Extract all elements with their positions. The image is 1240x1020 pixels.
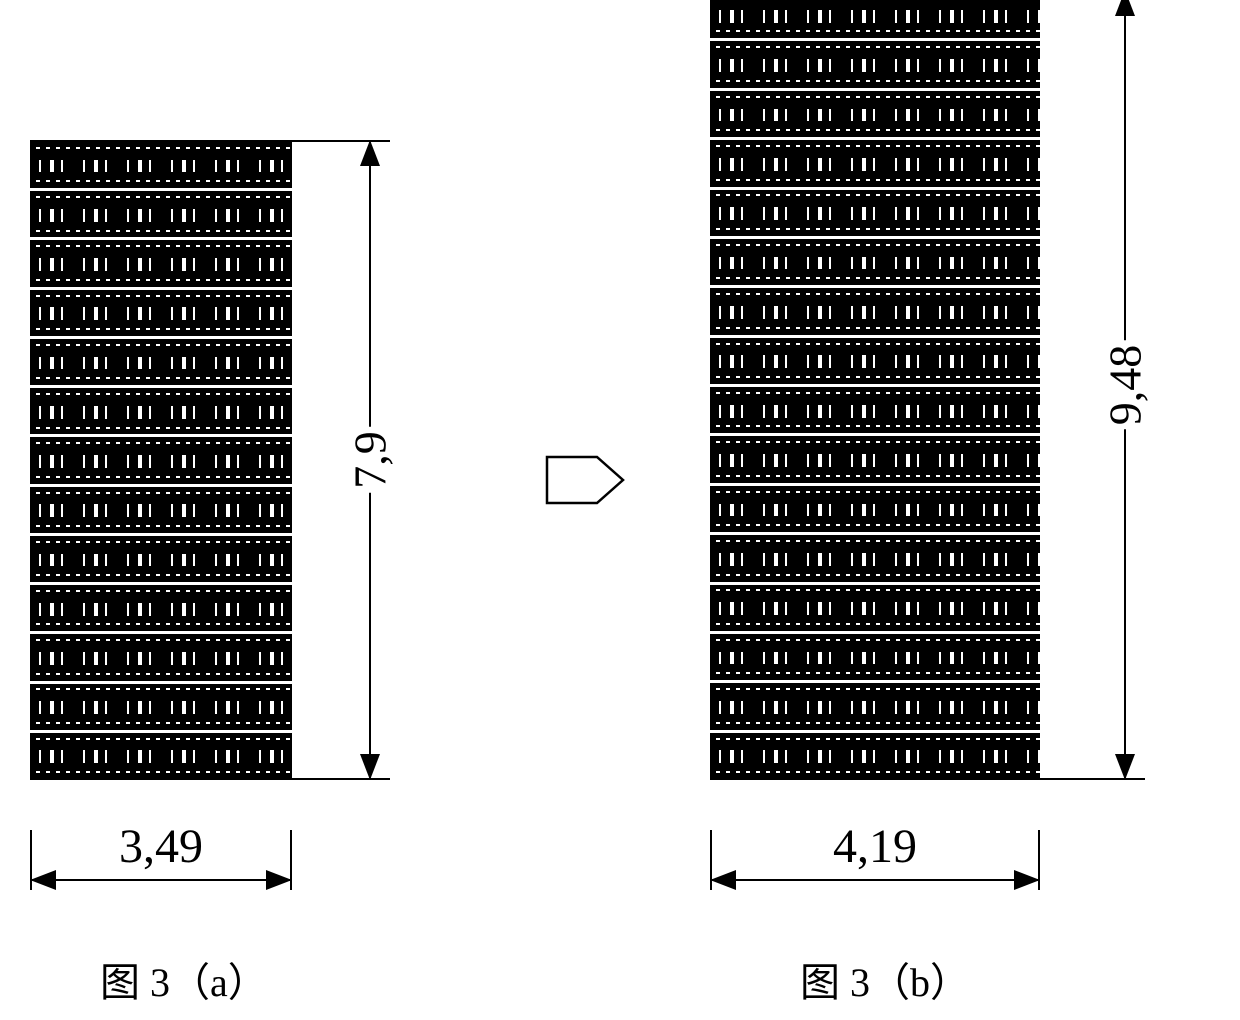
dim-height-b-label: 9,48	[1099, 341, 1152, 430]
dim-width-a-label: 3,49	[113, 819, 209, 874]
dim-height-a: 7,9	[350, 140, 390, 780]
dim-height-b: 9,48	[1105, 0, 1145, 780]
mesh-b	[710, 0, 1040, 780]
caption-a: 图 3（a）	[100, 950, 268, 1008]
dim-width-a: 3,49	[30, 860, 292, 900]
figure-wrap: 7,9 3,49 图 3（a） 9,48 4,19 图 3（b）	[0, 0, 1240, 1020]
transition-arrow-icon	[545, 455, 625, 510]
dim-height-a-label: 7,9	[344, 427, 397, 493]
dim-width-b-label: 4,19	[827, 819, 923, 874]
panel-b	[710, 0, 1040, 780]
mesh-a	[30, 140, 292, 780]
panel-a	[30, 140, 292, 780]
dim-width-b: 4,19	[710, 860, 1040, 900]
caption-b: 图 3（b）	[800, 950, 970, 1008]
